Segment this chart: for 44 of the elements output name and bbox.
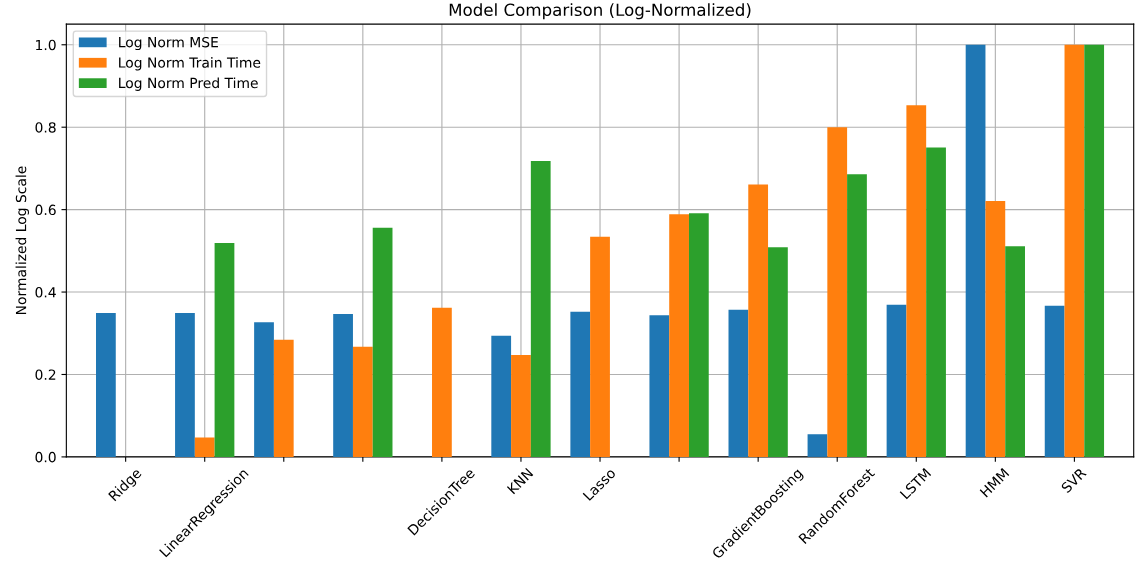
bar — [1084, 44, 1105, 457]
bar — [768, 247, 788, 457]
bar — [886, 304, 907, 457]
legend-label: Log Norm Pred Time — [119, 77, 258, 91]
bar — [432, 307, 452, 457]
bar — [530, 160, 551, 457]
bar — [194, 437, 215, 457]
bar — [688, 213, 709, 457]
y-tick-label: 0.0 — [35, 451, 56, 463]
legend-label: Log Norm Train Time — [119, 57, 261, 71]
bar — [570, 311, 591, 457]
bar — [1044, 305, 1065, 457]
bar — [906, 105, 927, 457]
bar — [985, 200, 1006, 457]
bar — [96, 313, 116, 457]
bar — [511, 355, 531, 457]
y-tick-label: 0.8 — [35, 122, 56, 133]
bar — [649, 315, 670, 457]
bar — [748, 184, 769, 457]
bar — [965, 44, 986, 457]
bar — [669, 214, 689, 457]
y-tick-label: 1.0 — [36, 39, 56, 51]
bar — [372, 227, 393, 457]
bar — [333, 313, 353, 457]
bar — [926, 147, 946, 457]
bar — [254, 322, 274, 457]
bar — [847, 174, 867, 457]
bar — [590, 236, 610, 457]
bar — [1064, 44, 1085, 457]
bar — [491, 335, 512, 457]
bar — [728, 309, 749, 457]
y-tick-label: 0.6 — [35, 204, 56, 216]
bar — [273, 339, 294, 457]
y-tick-label: 0.4 — [35, 287, 56, 298]
bar — [214, 243, 235, 457]
bar — [1005, 246, 1025, 457]
bar — [352, 346, 373, 457]
legend-label: Log Norm MSE — [119, 36, 218, 51]
y-axis-title: Normalized Log Scale — [15, 166, 29, 315]
bar — [827, 127, 848, 457]
y-tick-label: 0.2 — [35, 369, 56, 380]
bar — [175, 313, 195, 457]
bar — [807, 434, 828, 457]
chart-title: Model Comparison (Log-Normalized) — [449, 3, 751, 20]
